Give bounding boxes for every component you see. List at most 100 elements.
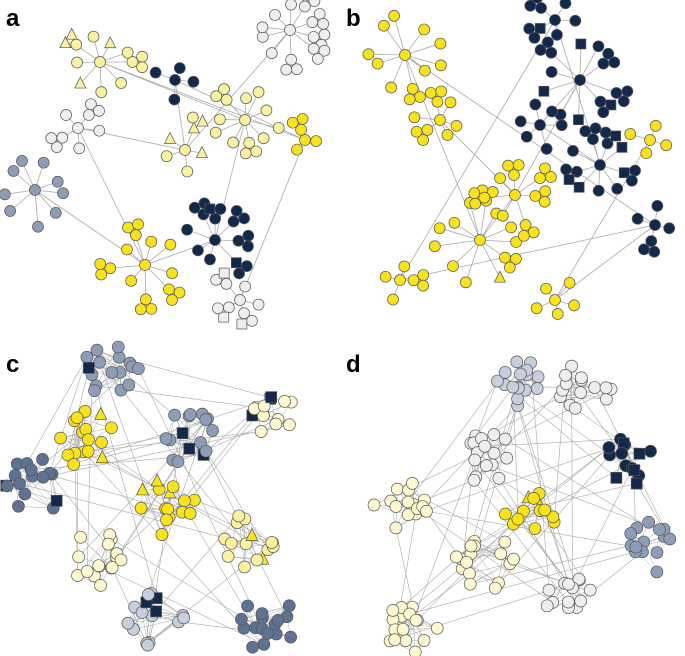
node [407,274,420,287]
node [150,605,162,618]
node [520,130,533,143]
edge [98,565,265,645]
node [540,282,552,295]
node [204,203,216,215]
node [551,29,563,41]
node [318,44,331,57]
node [417,134,429,146]
edge [99,61,306,141]
node [111,340,125,354]
node [498,535,512,549]
node [538,195,551,208]
edge [142,489,163,535]
node [105,421,118,435]
node [408,111,421,124]
panel-label: c [6,351,19,378]
edge [401,447,610,617]
node [378,19,390,32]
node [88,384,101,397]
node [417,634,431,647]
edge [479,239,501,278]
node [134,303,147,316]
node [218,311,230,323]
node [621,85,634,98]
node [301,0,310,2]
node [199,413,213,426]
edge [394,573,470,631]
edge [26,357,88,464]
node [562,577,575,591]
node [624,128,637,140]
node [574,74,586,86]
node [468,453,482,467]
node [464,539,478,553]
node [530,302,543,315]
node [479,459,493,472]
edge [465,239,481,283]
node [252,86,265,98]
node [260,104,273,117]
node [602,47,615,60]
node [573,181,585,193]
edge [368,53,406,56]
node [224,536,238,550]
node [441,129,454,141]
node [282,599,296,613]
node [177,611,191,625]
node [24,463,38,477]
edge [200,442,288,617]
node [95,268,108,281]
node [65,27,78,40]
node [388,633,402,647]
edge [155,515,240,612]
node [430,621,444,635]
node [291,143,303,156]
node [592,40,605,53]
node [417,269,430,281]
node [499,251,511,264]
node [631,212,644,225]
node [57,187,69,200]
node [278,394,291,408]
node [0,188,11,201]
node [90,343,104,357]
node [447,260,459,272]
node [410,125,423,138]
node [563,277,576,289]
node [362,48,375,61]
node [663,532,677,546]
node [70,38,83,51]
node [450,120,463,132]
node [524,0,537,12]
node [409,613,423,627]
node [645,235,658,247]
node [615,447,629,460]
node [414,91,426,103]
node [317,18,330,30]
edge [399,224,656,281]
node [284,630,298,644]
node [173,62,186,74]
node [401,508,415,522]
edge [146,544,271,644]
node [494,172,506,185]
node [435,59,447,72]
node [602,441,616,454]
node [574,594,588,608]
node [531,0,543,4]
edge [404,54,441,66]
node [568,401,582,415]
node [649,120,662,132]
node [95,436,108,449]
node [13,477,26,490]
node [541,36,554,49]
node [45,132,58,144]
node [390,482,404,496]
node [610,130,621,142]
node [181,223,193,236]
edge [572,468,633,588]
node [638,243,650,256]
node [269,9,281,21]
node [527,226,540,239]
node [555,119,568,132]
